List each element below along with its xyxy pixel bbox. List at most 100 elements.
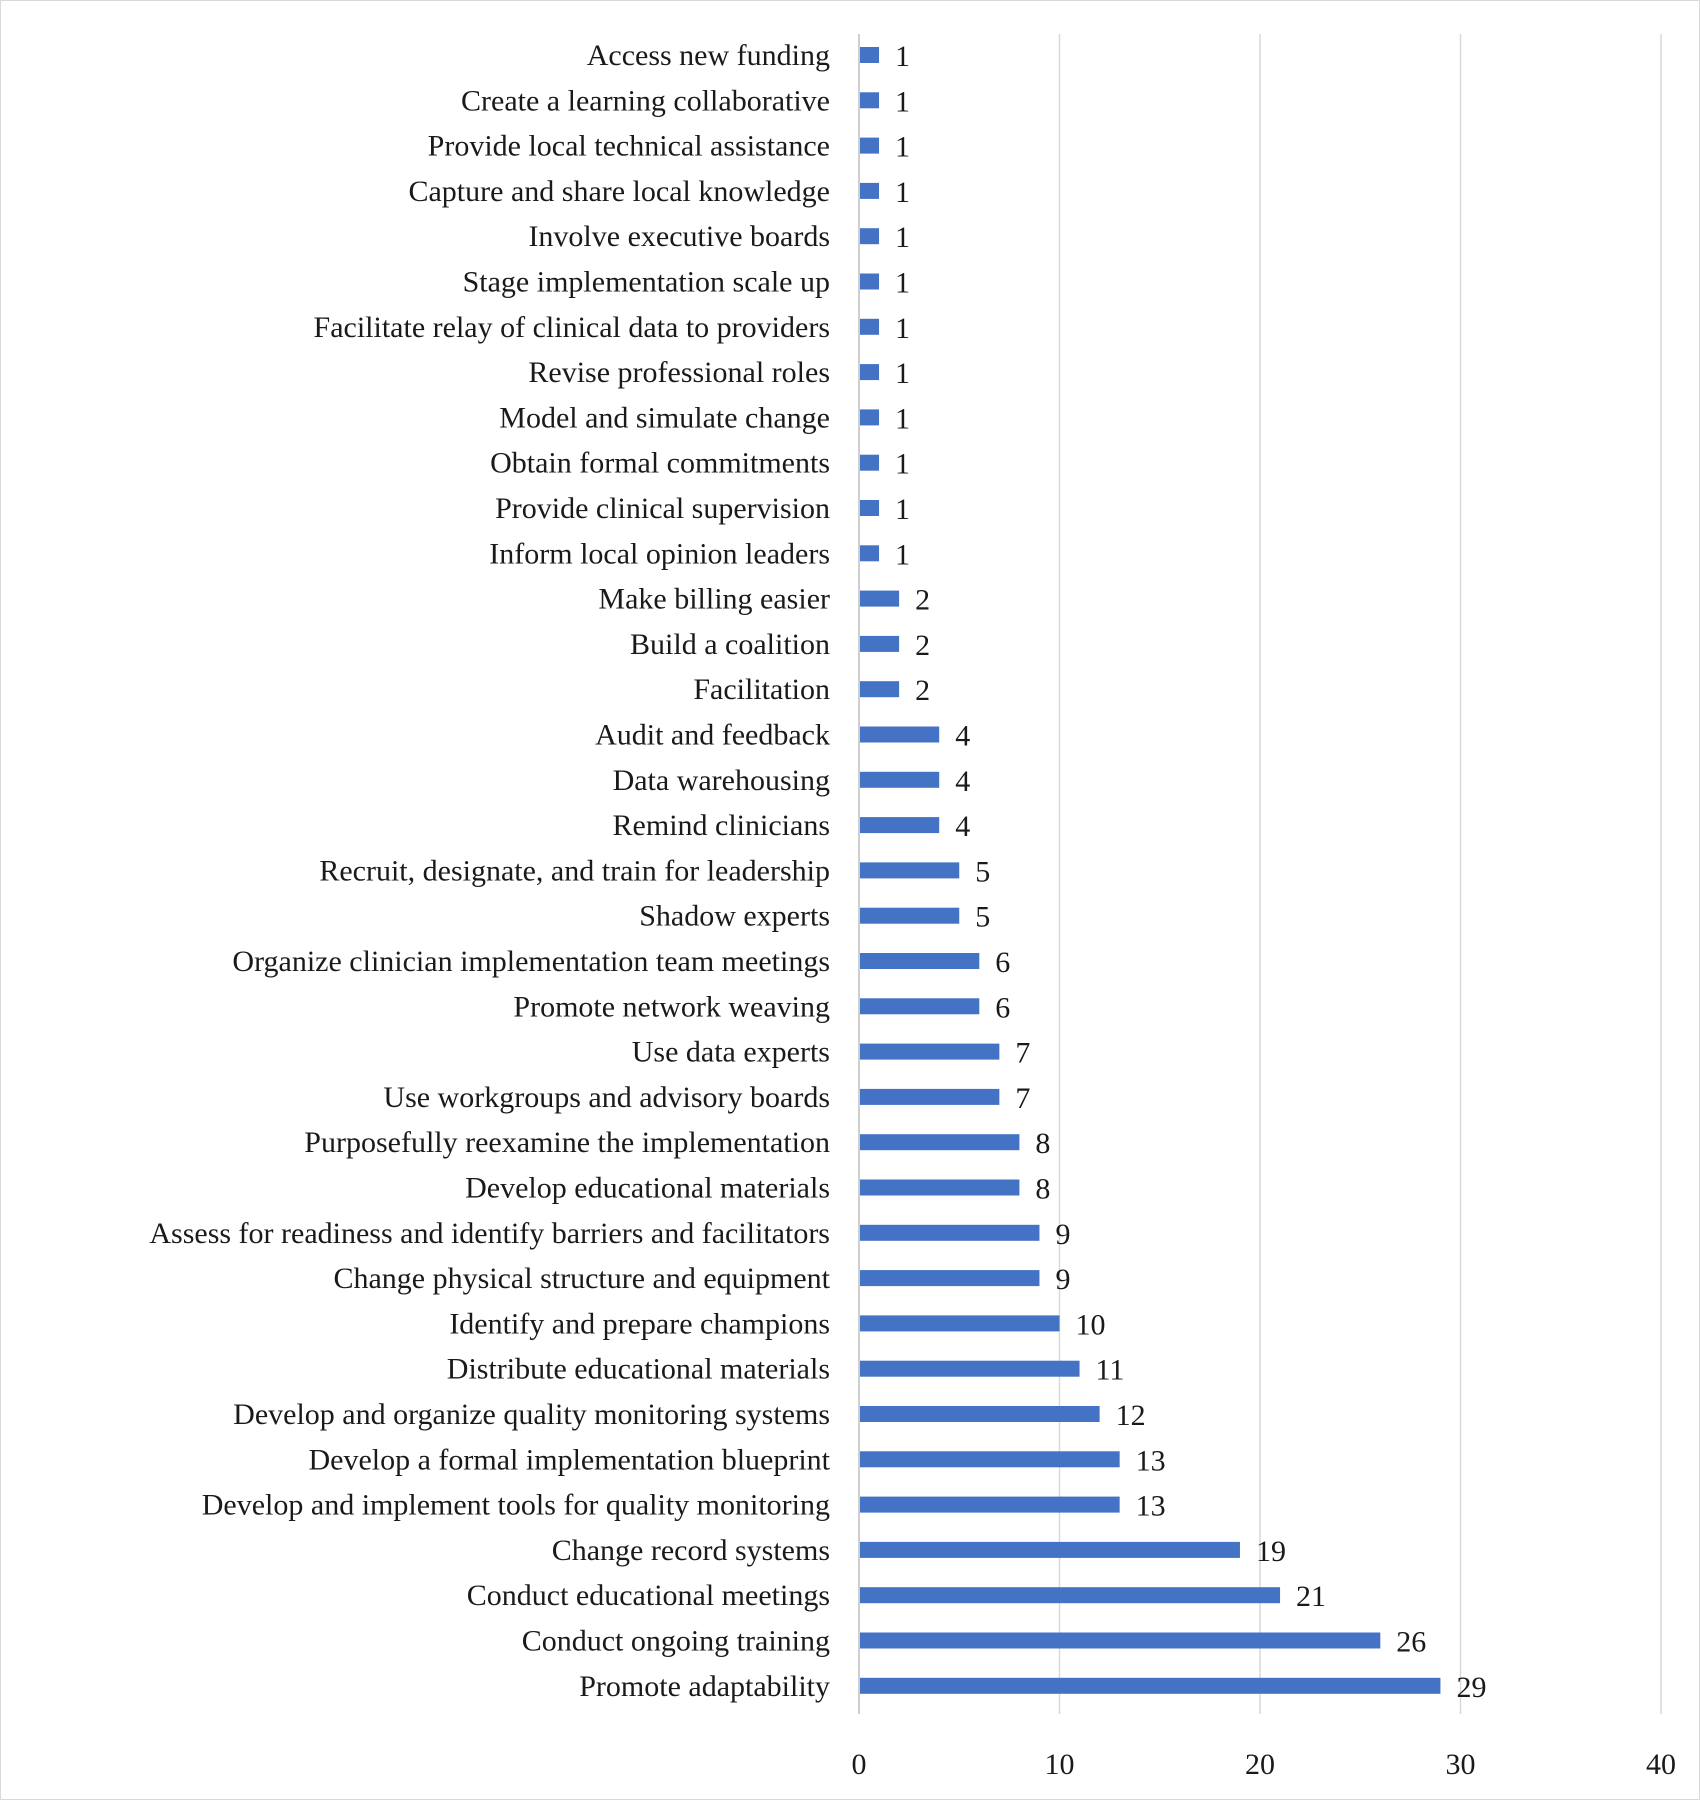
category-label: Create a learning collaborative <box>461 84 830 117</box>
bar <box>860 500 880 516</box>
label-layer: Access new funding 1 Create a learning col… <box>149 39 1486 1704</box>
bar <box>860 409 880 426</box>
category-label: Inform local opinion leaders <box>489 537 830 570</box>
data-label: 2 <box>915 629 930 662</box>
category-label: Develop educational materials <box>465 1172 830 1205</box>
data-label: 11 <box>1096 1354 1125 1387</box>
category-label: Access new funding <box>587 39 830 72</box>
data-label: 7 <box>1015 1037 1030 1070</box>
data-label: 12 <box>1116 1399 1146 1432</box>
bar <box>860 590 900 607</box>
data-label: 1 <box>895 40 910 73</box>
bar <box>860 545 880 562</box>
category-label: Promote network weaving <box>513 990 830 1023</box>
bar <box>860 771 940 788</box>
category-label: Model and simulate change <box>499 401 830 434</box>
data-label: 1 <box>895 176 910 209</box>
bar <box>860 907 960 924</box>
bar <box>860 47 880 63</box>
data-label: 1 <box>895 448 910 481</box>
category-label: Change record systems <box>552 1534 830 1567</box>
bar <box>860 1179 1020 1196</box>
bar <box>860 137 880 154</box>
category-label: Distribute educational materials <box>447 1353 830 1386</box>
category-label: Obtain formal commitments <box>490 447 830 480</box>
category-label: Assess for readiness and identify barrie… <box>149 1217 830 1250</box>
category-label: Promote adaptability <box>579 1670 830 1703</box>
bar <box>860 1451 1120 1468</box>
data-label: 13 <box>1136 1490 1166 1523</box>
category-label: Involve executive boards <box>528 220 830 253</box>
category-label: Stage implementation scale up <box>463 266 830 299</box>
bar <box>860 1224 1040 1241</box>
data-label: 1 <box>895 357 910 390</box>
category-label: Provide local technical assistance <box>428 130 830 163</box>
data-label: 19 <box>1256 1535 1286 1568</box>
data-label: 6 <box>995 991 1010 1024</box>
data-label: 4 <box>955 810 970 843</box>
data-label: 1 <box>895 85 910 118</box>
data-label: 1 <box>895 493 910 526</box>
data-label: 2 <box>915 674 930 707</box>
data-label: 6 <box>995 946 1010 979</box>
data-label: 5 <box>975 855 990 888</box>
data-label: 26 <box>1396 1626 1426 1659</box>
data-label: 1 <box>895 402 910 435</box>
data-label: 1 <box>895 267 910 300</box>
bar <box>860 364 880 381</box>
category-label: Facilitation <box>693 673 830 706</box>
grid-layer <box>858 34 1662 1714</box>
bar <box>860 1406 1100 1422</box>
data-label: 9 <box>1055 1218 1070 1251</box>
bar <box>860 1541 1240 1558</box>
category-label: Use data experts <box>632 1036 830 1069</box>
bar <box>860 953 980 969</box>
data-label: 8 <box>1035 1173 1050 1206</box>
data-label: 1 <box>895 221 910 254</box>
category-label: Recruit, designate, and train for leader… <box>319 854 830 887</box>
data-label: 4 <box>955 765 970 798</box>
x-tick-label: 40 <box>1646 1748 1676 1781</box>
data-label: 1 <box>895 131 910 164</box>
data-label: 8 <box>1035 1127 1050 1160</box>
bar <box>860 1360 1080 1377</box>
bar <box>860 1088 1000 1105</box>
bar <box>860 1632 1381 1649</box>
category-label: Build a coalition <box>630 628 830 661</box>
tick-layer: 0 10 20 30 40 <box>852 1748 1677 1781</box>
bar <box>860 318 880 335</box>
data-label: 1 <box>895 538 910 571</box>
bar <box>860 1270 1040 1287</box>
category-label: Develop a formal implementation blueprin… <box>308 1443 830 1476</box>
data-label: 9 <box>1055 1263 1070 1296</box>
bar <box>860 92 880 109</box>
bar <box>860 1134 1020 1151</box>
bar <box>860 681 900 698</box>
category-label: Develop and organize quality monitoring … <box>233 1398 830 1431</box>
category-label: Change physical structure and equipment <box>333 1262 830 1295</box>
bar <box>860 635 900 652</box>
category-label: Facilitate relay of clinical data to pro… <box>314 311 830 344</box>
category-label: Remind clinicians <box>613 809 830 842</box>
data-label: 21 <box>1296 1580 1326 1613</box>
bar <box>860 1677 1441 1694</box>
category-label: Capture and share local knowledge <box>408 175 830 208</box>
bar <box>860 1315 1060 1332</box>
bar <box>860 454 880 471</box>
data-label: 2 <box>915 584 930 617</box>
data-label: 1 <box>895 312 910 345</box>
data-label: 7 <box>1015 1082 1030 1115</box>
data-label: 5 <box>975 901 990 934</box>
category-label: Identify and prepare champions <box>449 1307 830 1340</box>
category-label: Purposefully reexamine the implementatio… <box>304 1126 830 1159</box>
data-label: 4 <box>955 720 970 753</box>
bar <box>860 273 880 290</box>
data-label: 13 <box>1136 1444 1166 1477</box>
category-label: Provide clinical supervision <box>495 492 830 525</box>
category-label: Use workgroups and advisory boards <box>383 1081 830 1114</box>
category-label: Shadow experts <box>639 900 830 933</box>
category-label: Audit and feedback <box>595 719 830 752</box>
x-tick-label: 10 <box>1045 1748 1075 1781</box>
